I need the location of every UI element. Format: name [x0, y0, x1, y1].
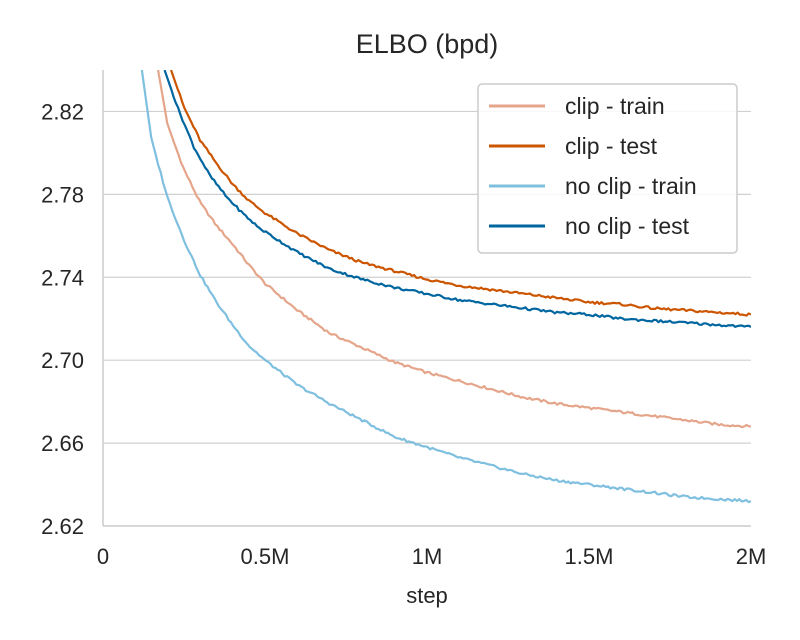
chart-title: ELBO (bpd) — [356, 29, 499, 59]
y-tick-label: 2.66 — [41, 431, 84, 456]
x-axis-label: step — [406, 583, 448, 608]
series-line-3 — [140, 70, 751, 504]
x-tick-label: 0 — [97, 544, 109, 569]
series-line-1 — [156, 70, 751, 429]
legend-label: clip - train — [565, 93, 665, 119]
y-tick-label: 2.82 — [41, 99, 84, 124]
y-tick-label: 2.74 — [41, 265, 84, 290]
series-group — [140, 70, 751, 504]
x-tick-label: 0.5M — [241, 544, 290, 569]
legend-label: clip - test — [565, 133, 658, 159]
legend-label: no clip - test — [565, 213, 690, 239]
y-tick-labels: 2.62 2.66 2.70 2.74 2.78 2.82 — [41, 99, 84, 539]
legend-label: no clip - train — [565, 173, 697, 199]
y-tick-label: 2.62 — [41, 514, 84, 539]
legend-box — [477, 83, 738, 254]
y-tick-label: 2.70 — [41, 348, 84, 373]
series-line-4 — [163, 70, 751, 328]
x-tick-labels: 0 0.5M 1M 1.5M 2M — [97, 544, 766, 569]
x-tick-label: 1M — [412, 544, 443, 569]
y-tick-label: 2.78 — [41, 182, 84, 207]
x-tick-label: 1.5M — [565, 544, 614, 569]
x-tick-label: 2M — [736, 544, 767, 569]
series-lines — [140, 70, 751, 504]
legend: clip - train clip - test no clip - train no… — [477, 83, 738, 254]
series-line-2 — [170, 70, 751, 317]
